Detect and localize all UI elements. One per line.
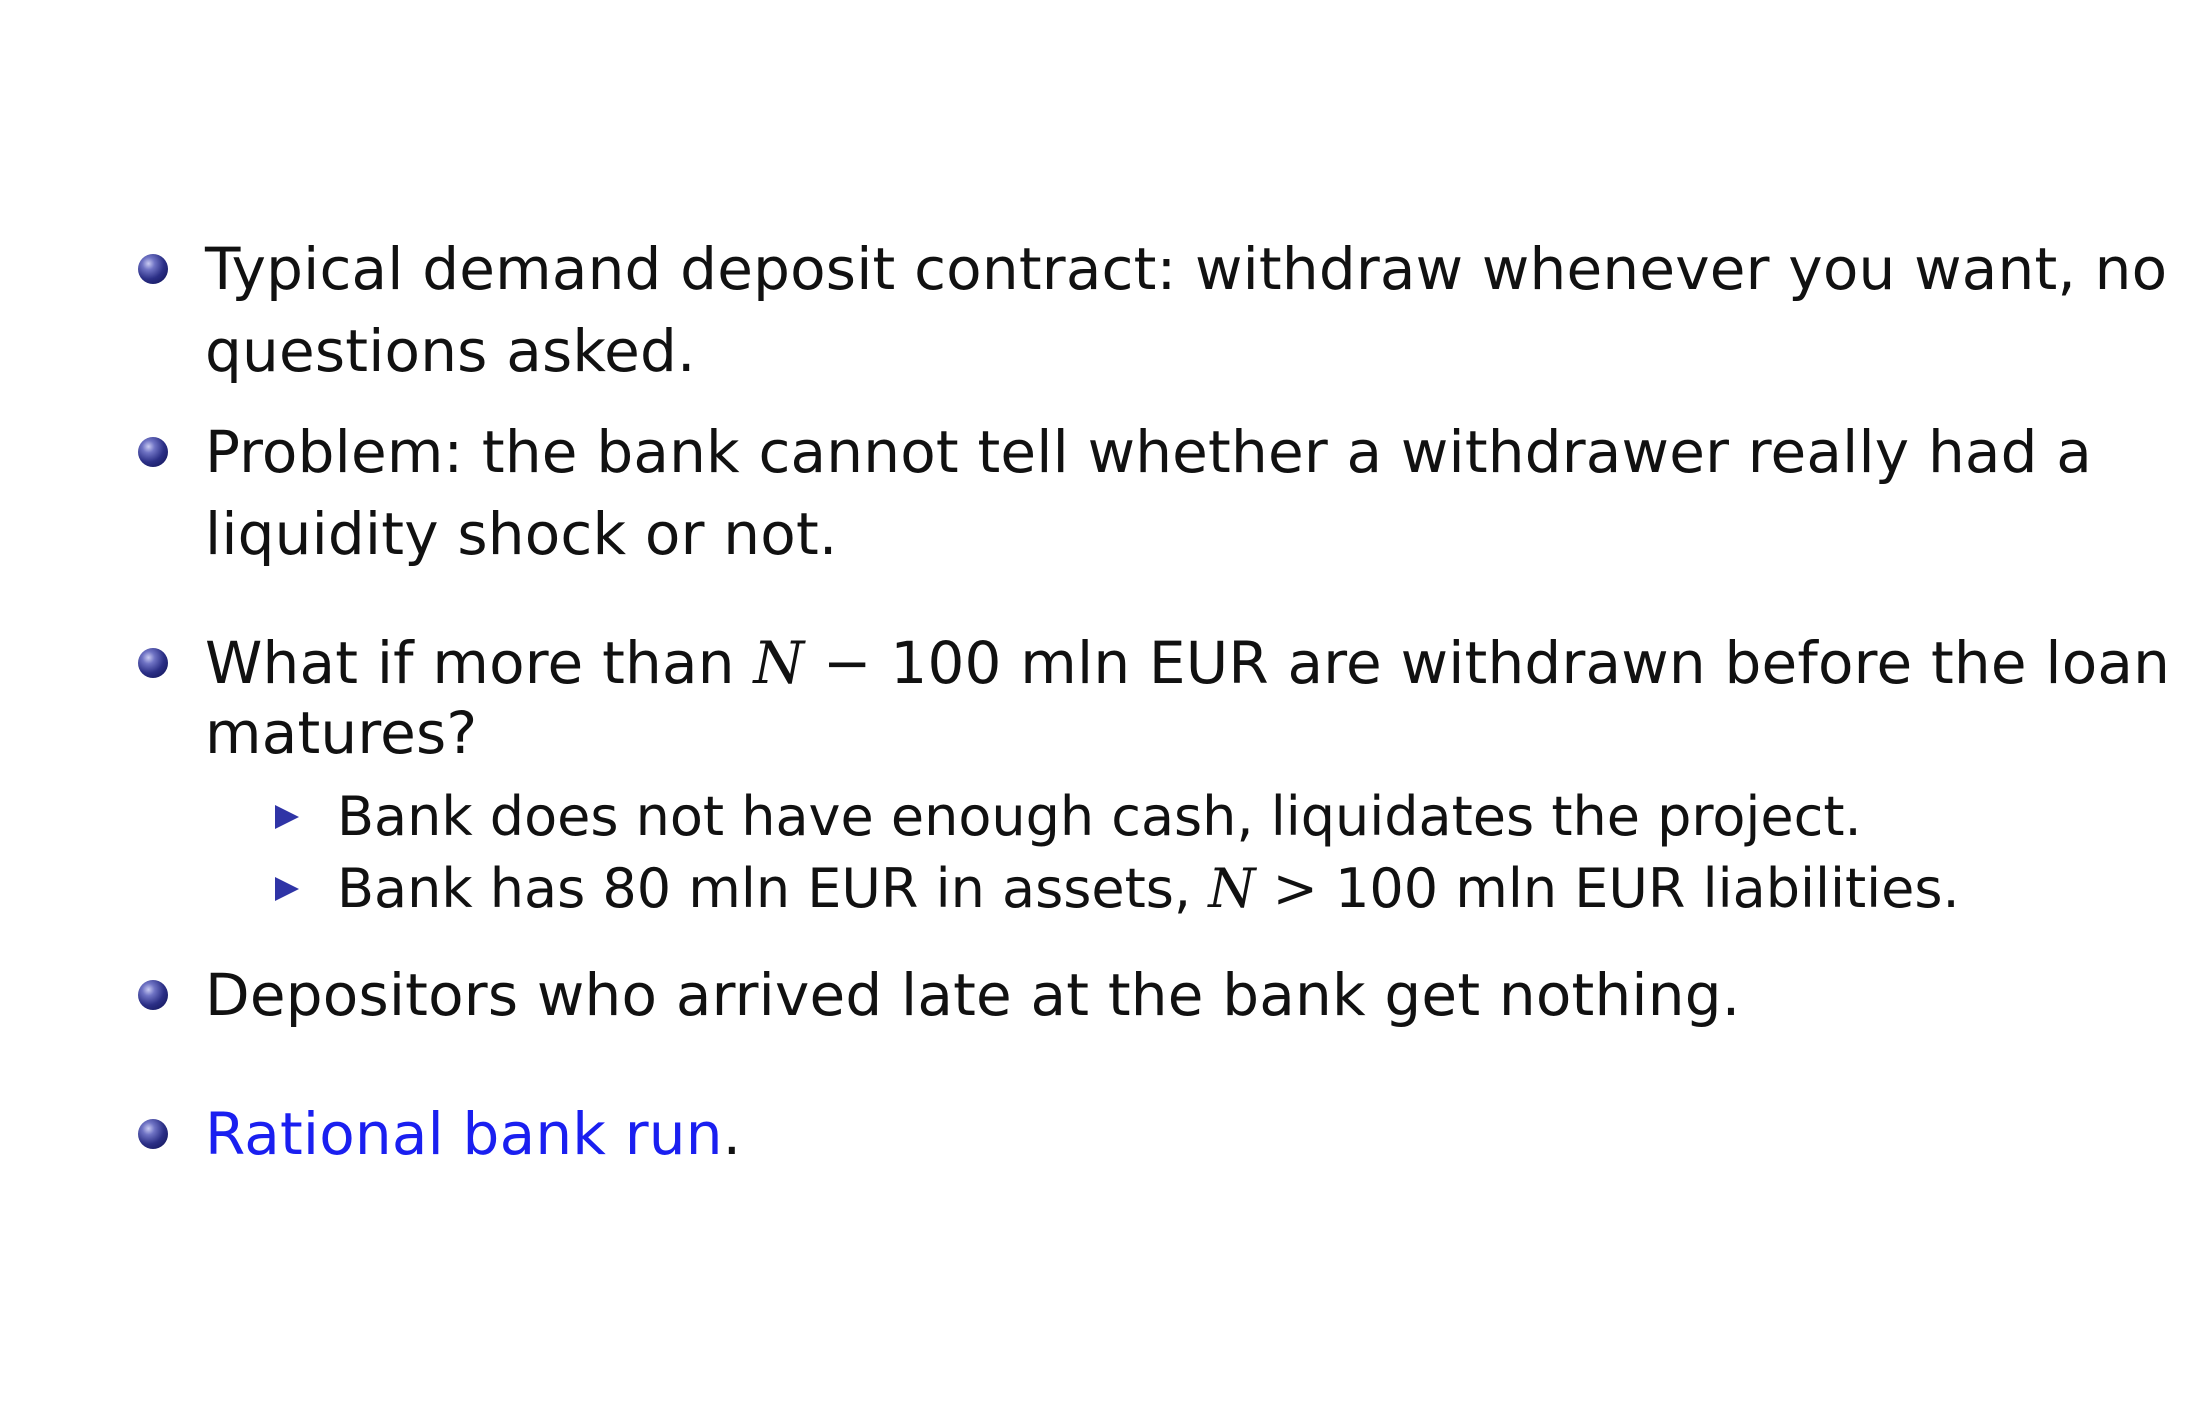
sub-bullet-triangle-icon — [275, 805, 299, 829]
highlighted-term: Rational bank run — [205, 1100, 723, 1168]
bullet-line: matures? — [205, 699, 478, 767]
bullet-ball-icon — [138, 254, 168, 284]
bullet-line: Typical demand deposit contract: withdra… — [205, 235, 2168, 303]
bullet-line: liquidity shock or not. — [205, 500, 838, 568]
text-fragment: 100 mln EUR liabilities. — [1335, 857, 1960, 920]
math-operator: − — [804, 629, 891, 697]
sub-bullet-line: Bank has 80 mln EUR in assets, N > 100 m… — [337, 853, 1960, 925]
bullet-line: Problem: the bank cannot tell whether a … — [205, 418, 2093, 486]
text-fragment: 100 mln EUR are withdrawn before the loa… — [890, 629, 2171, 697]
sub-bullet-line: Bank does not have enough cash, liquidat… — [337, 785, 1862, 848]
bullet-ball-icon — [138, 1119, 168, 1149]
bullet-line: Depositors who arrived late at the bank … — [205, 961, 1741, 1029]
sub-bullet-triangle-icon — [275, 877, 299, 901]
text-fragment: What if more than — [205, 629, 754, 697]
bullet-line: What if more than N − 100 mln EUR are wi… — [205, 622, 2170, 704]
text-fragment: . — [722, 1100, 742, 1168]
math-operator: > — [1255, 857, 1336, 920]
bullet-line: questions asked. — [205, 317, 696, 385]
math-variable: N — [1208, 857, 1256, 920]
text-fragment: Bank has 80 mln EUR in assets, — [337, 857, 1209, 920]
bullet-ball-icon — [138, 648, 168, 678]
bullet-ball-icon — [138, 980, 168, 1010]
bullet-line: Rational bank run. — [205, 1093, 741, 1175]
bullet-ball-icon — [138, 437, 168, 467]
math-variable: N — [753, 629, 805, 697]
